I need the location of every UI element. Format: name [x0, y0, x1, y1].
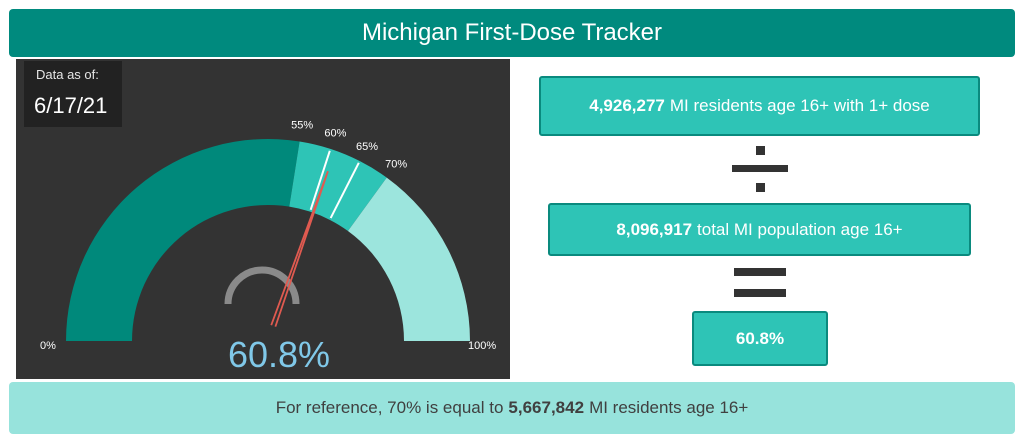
gauge-band-0 — [66, 138, 300, 341]
divide-icon: ÷ — [732, 146, 788, 192]
denominator-value: 8,096,917 — [616, 219, 693, 239]
gauge-chart: 55% 60% 65% 70% 0% 100% 60.8% — [40, 120, 496, 375]
result-value: 60.8% — [735, 328, 785, 348]
denominator-text: total MI population age 16+ — [697, 219, 903, 239]
gauge-panel: 55% 60% 65% 70% 0% 100% 60.8% Data as of: 6… — [16, 59, 510, 379]
gauge-tick-label-3: 70% — [385, 159, 407, 171]
numerator-text: MI residents age 16+ with 1+ dose — [669, 96, 930, 115]
reference-prefix: For reference, 70% is equal to — [275, 398, 504, 417]
reference-value: 5,667,842 — [508, 398, 585, 417]
reference-suffix: MI residents age 16+ — [589, 398, 749, 417]
gauge-value-label: 60.8% — [228, 334, 330, 375]
gauge-center-hub — [224, 266, 300, 305]
data-date-label: Data as of: — [36, 67, 99, 82]
gauge-band-2 — [329, 161, 387, 231]
page-title-text: Michigan First-Dose Tracker — [361, 19, 663, 46]
gauge-tick-line-1 — [329, 162, 360, 219]
gauge-band-3 — [347, 177, 470, 341]
result-box: 60.8% — [692, 311, 828, 366]
numerator-box: 4,926,277 MI residents age 16+ with 1+ d… — [539, 76, 980, 136]
gauge-min-label: 0% — [40, 340, 56, 352]
data-date-value: 6/17/21 — [34, 93, 108, 118]
gauge-tick-label-0: 55% — [291, 120, 313, 132]
data-date-box: Data as of: 6/17/21 — [24, 61, 122, 127]
gauge-tick-line-0 — [309, 150, 331, 211]
page-title: Michigan First-Dose Tracker — [9, 9, 1015, 57]
gauge-max-label: 100% — [468, 340, 496, 352]
reference-bar: For reference, 70% is equal to 5,667,842… — [9, 382, 1015, 434]
denominator-box: 8,096,917 total MI population age 16+ — [548, 203, 971, 256]
equals-icon: = — [734, 268, 786, 298]
gauge-tick-label-1: 60% — [324, 128, 346, 140]
gauge-tick-label-2: 65% — [356, 141, 378, 153]
numerator-value: 4,926,277 — [589, 96, 665, 115]
gauge-needle — [270, 170, 329, 327]
